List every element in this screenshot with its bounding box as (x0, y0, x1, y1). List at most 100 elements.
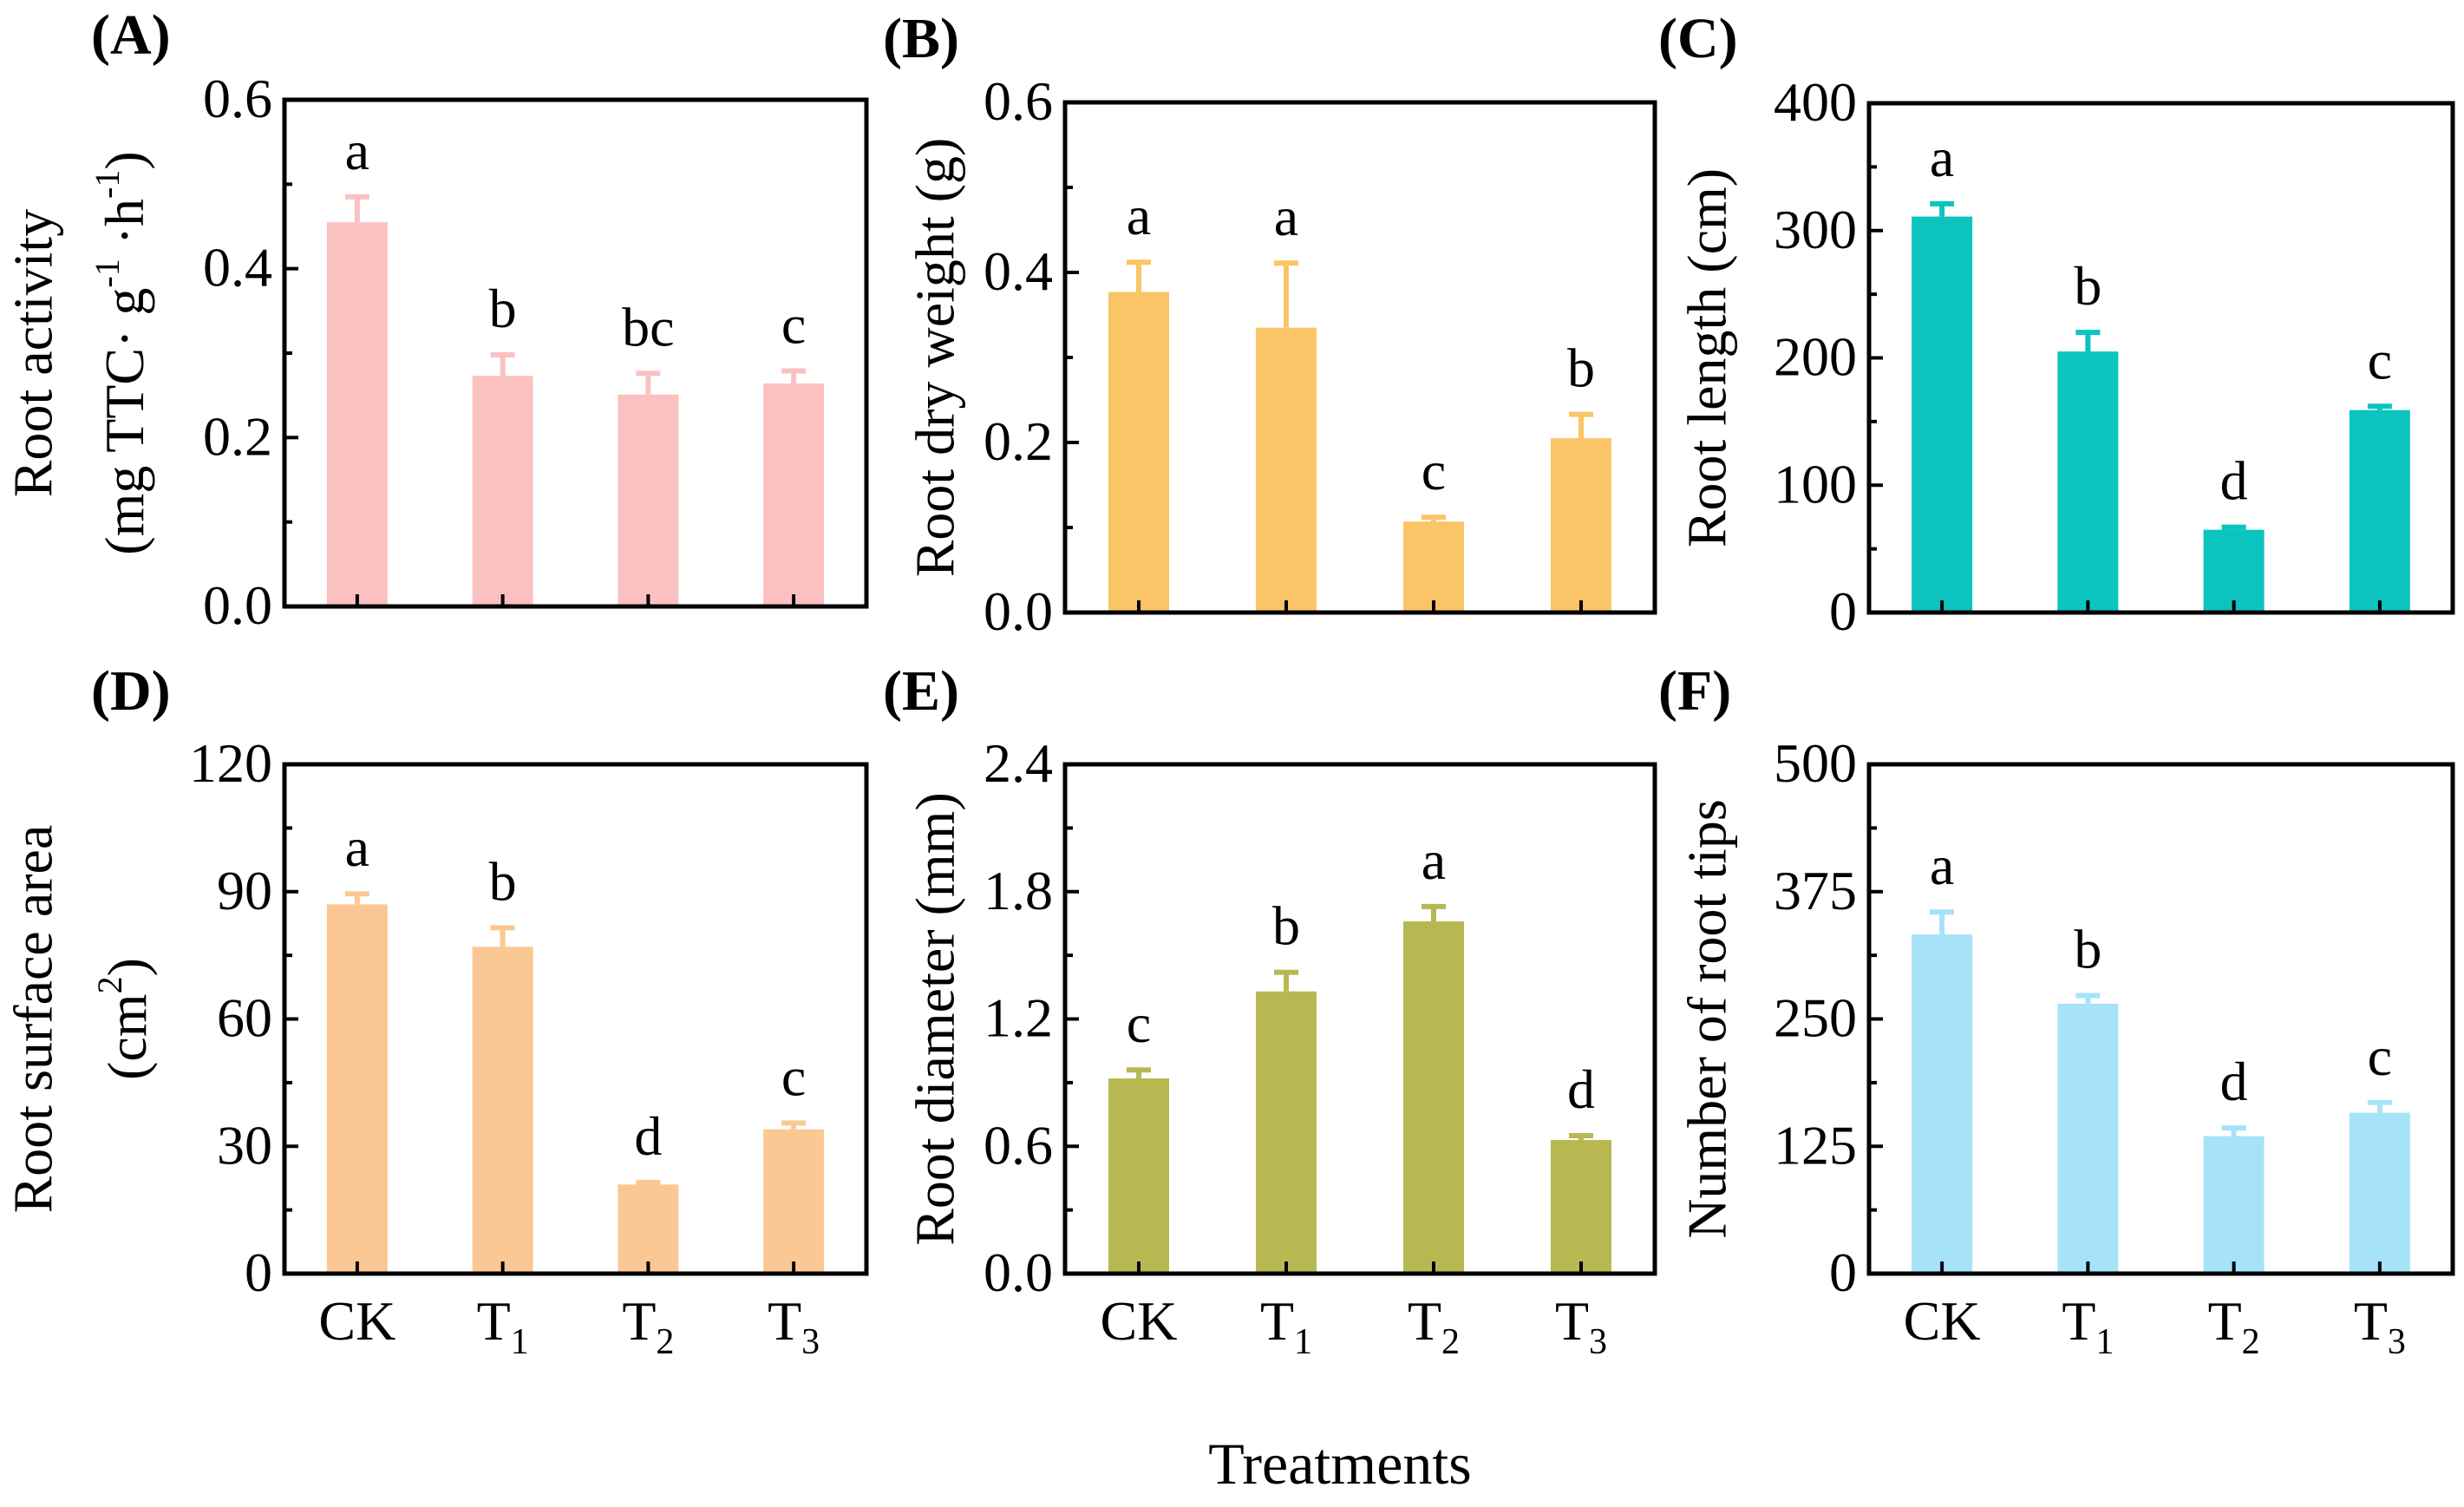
y-tick-label: 0.0 (984, 1242, 1053, 1303)
y-tick-label: 1.2 (984, 987, 1053, 1049)
y-tick-label: 0 (1829, 580, 1857, 642)
significance-letter: d (2220, 450, 2248, 512)
significance-letter: b (1272, 895, 1300, 957)
x-tick-label: T3 (768, 1290, 820, 1362)
y-tick-label: 0.0 (203, 574, 272, 636)
bar (1912, 216, 1973, 613)
y-tick-label: 100 (1774, 453, 1857, 514)
y-tick-label: 500 (1774, 732, 1857, 794)
x-tick-label: CK (318, 1290, 395, 1352)
y-axis-title: Number of root tips (1676, 799, 1738, 1239)
y-tick-label: 250 (1774, 987, 1857, 1049)
y-tick-label: 200 (1774, 326, 1857, 388)
y-tick-label: 0.6 (984, 1114, 1053, 1176)
y-tick-label: 60 (217, 987, 272, 1049)
panel-label: (B) (883, 7, 959, 70)
x-tick-label: T2 (2208, 1290, 2260, 1362)
y-axis-title: Root activity (3, 209, 64, 497)
significance-letter: a (1127, 185, 1151, 246)
significance-letter: c (1422, 440, 1446, 501)
significance-letter: d (2220, 1051, 2248, 1112)
chart-panel-c: a b d c 0 100 200 300 400 (C) Root length (cm) (1658, 7, 2455, 642)
significance-letter: c (2368, 1025, 2392, 1087)
y-tick-label: 1.8 (984, 860, 1053, 921)
bar (2349, 1112, 2410, 1274)
y-axis-title: Root surface area (3, 825, 64, 1214)
y-tick-label: 30 (217, 1114, 272, 1176)
y-tick-label: 0.2 (984, 410, 1053, 472)
bar (1256, 327, 1317, 613)
bar (1108, 1078, 1169, 1274)
bar (1551, 1139, 1611, 1274)
chart-panel-b: a a c b 0.0 0.2 0.4 0.6 (B) Root dry weight (g) (883, 7, 1657, 642)
x-axis-title: Treatments (1208, 1431, 1471, 1497)
bar (763, 1129, 825, 1274)
y-axis-unit: (cm2) (90, 958, 158, 1080)
chart-panel-a: a b bc c 0.0 0.2 0.4 0.6 (A) Root activity (mg TTC… (3, 3, 869, 636)
bar (1108, 292, 1169, 613)
bar (472, 376, 533, 606)
bar (326, 222, 388, 606)
panel-label: (F) (1658, 659, 1731, 723)
panel-label: (E) (883, 659, 959, 723)
significance-letter: a (1422, 829, 1446, 891)
significance-letter: b (489, 850, 517, 912)
panel-label: (A) (91, 3, 171, 67)
y-axis-title: Root dry weight (g) (905, 138, 966, 578)
significance-letter: a (1930, 127, 1954, 188)
y-tick-label: 2.4 (984, 732, 1053, 794)
y-tick-label: 0 (1829, 1242, 1857, 1303)
significance-letter: a (345, 816, 369, 878)
x-tick-label: T3 (2354, 1290, 2406, 1362)
y-tick-label: 0.4 (984, 240, 1053, 302)
x-tick-label: T1 (2062, 1290, 2114, 1362)
significance-letter: a (1930, 835, 1954, 896)
x-tick-label: T1 (1260, 1290, 1312, 1362)
bar (1403, 521, 1464, 613)
panel-label: (C) (1658, 7, 1738, 70)
bar (326, 904, 388, 1274)
bar (618, 1184, 679, 1274)
significance-letter: d (1567, 1058, 1595, 1120)
bar (1256, 991, 1317, 1274)
y-tick-label: 0.6 (203, 68, 272, 129)
chart-panel-e: c b a d 0.0 0.6 1.2 1.8 2.4 CK T1 T2 T3 (E) Root diame… (883, 659, 1657, 1362)
significance-letter: d (634, 1105, 662, 1167)
x-tick-label: T2 (622, 1290, 674, 1362)
bar (1551, 438, 1611, 613)
significance-letter: a (1274, 186, 1298, 247)
x-tick-label: T3 (1555, 1290, 1607, 1362)
y-tick-label: 0.0 (984, 580, 1053, 642)
y-axis-unit: (mg TTC· g-1 ·h-1) (88, 151, 155, 554)
bar (1403, 921, 1464, 1274)
y-tick-label: 90 (217, 860, 272, 921)
y-tick-label: 375 (1774, 860, 1857, 921)
significance-letter: c (1127, 993, 1151, 1054)
significance-letter: b (489, 278, 517, 339)
y-axis-title: Root diameter (mm) (905, 792, 966, 1246)
significance-letter: c (781, 1045, 806, 1107)
bar (618, 394, 679, 606)
chart-panel-d: a b d c 0 30 60 90 120 CK T1 T2 T3 (D) Root surface ar… (3, 659, 869, 1362)
significance-letter: c (2368, 329, 2392, 390)
chart-panel-f: a b d c 0 125 250 375 500 CK T1 T2 T3 (F) Number of ro… (1658, 659, 2455, 1362)
y-tick-label: 0.2 (203, 405, 272, 467)
x-tick-label: CK (1904, 1290, 1981, 1352)
bar (2349, 410, 2410, 613)
significance-letter: b (2074, 918, 2101, 980)
significance-letter: b (2074, 255, 2101, 317)
y-tick-label: 120 (189, 732, 272, 794)
y-tick-label: 0.6 (984, 70, 1053, 132)
y-tick-label: 0 (245, 1242, 272, 1303)
y-tick-label: 300 (1774, 199, 1857, 260)
y-tick-label: 0.4 (203, 237, 272, 298)
x-tick-label: T2 (1408, 1290, 1460, 1362)
bar (2057, 351, 2119, 613)
significance-letter: a (345, 120, 369, 181)
significance-letter: b (1567, 337, 1595, 399)
panel-label: (D) (91, 659, 171, 723)
bar (2057, 1003, 2119, 1274)
y-axis-title: Root length (cm) (1676, 168, 1738, 547)
x-tick-label: T1 (477, 1290, 529, 1362)
